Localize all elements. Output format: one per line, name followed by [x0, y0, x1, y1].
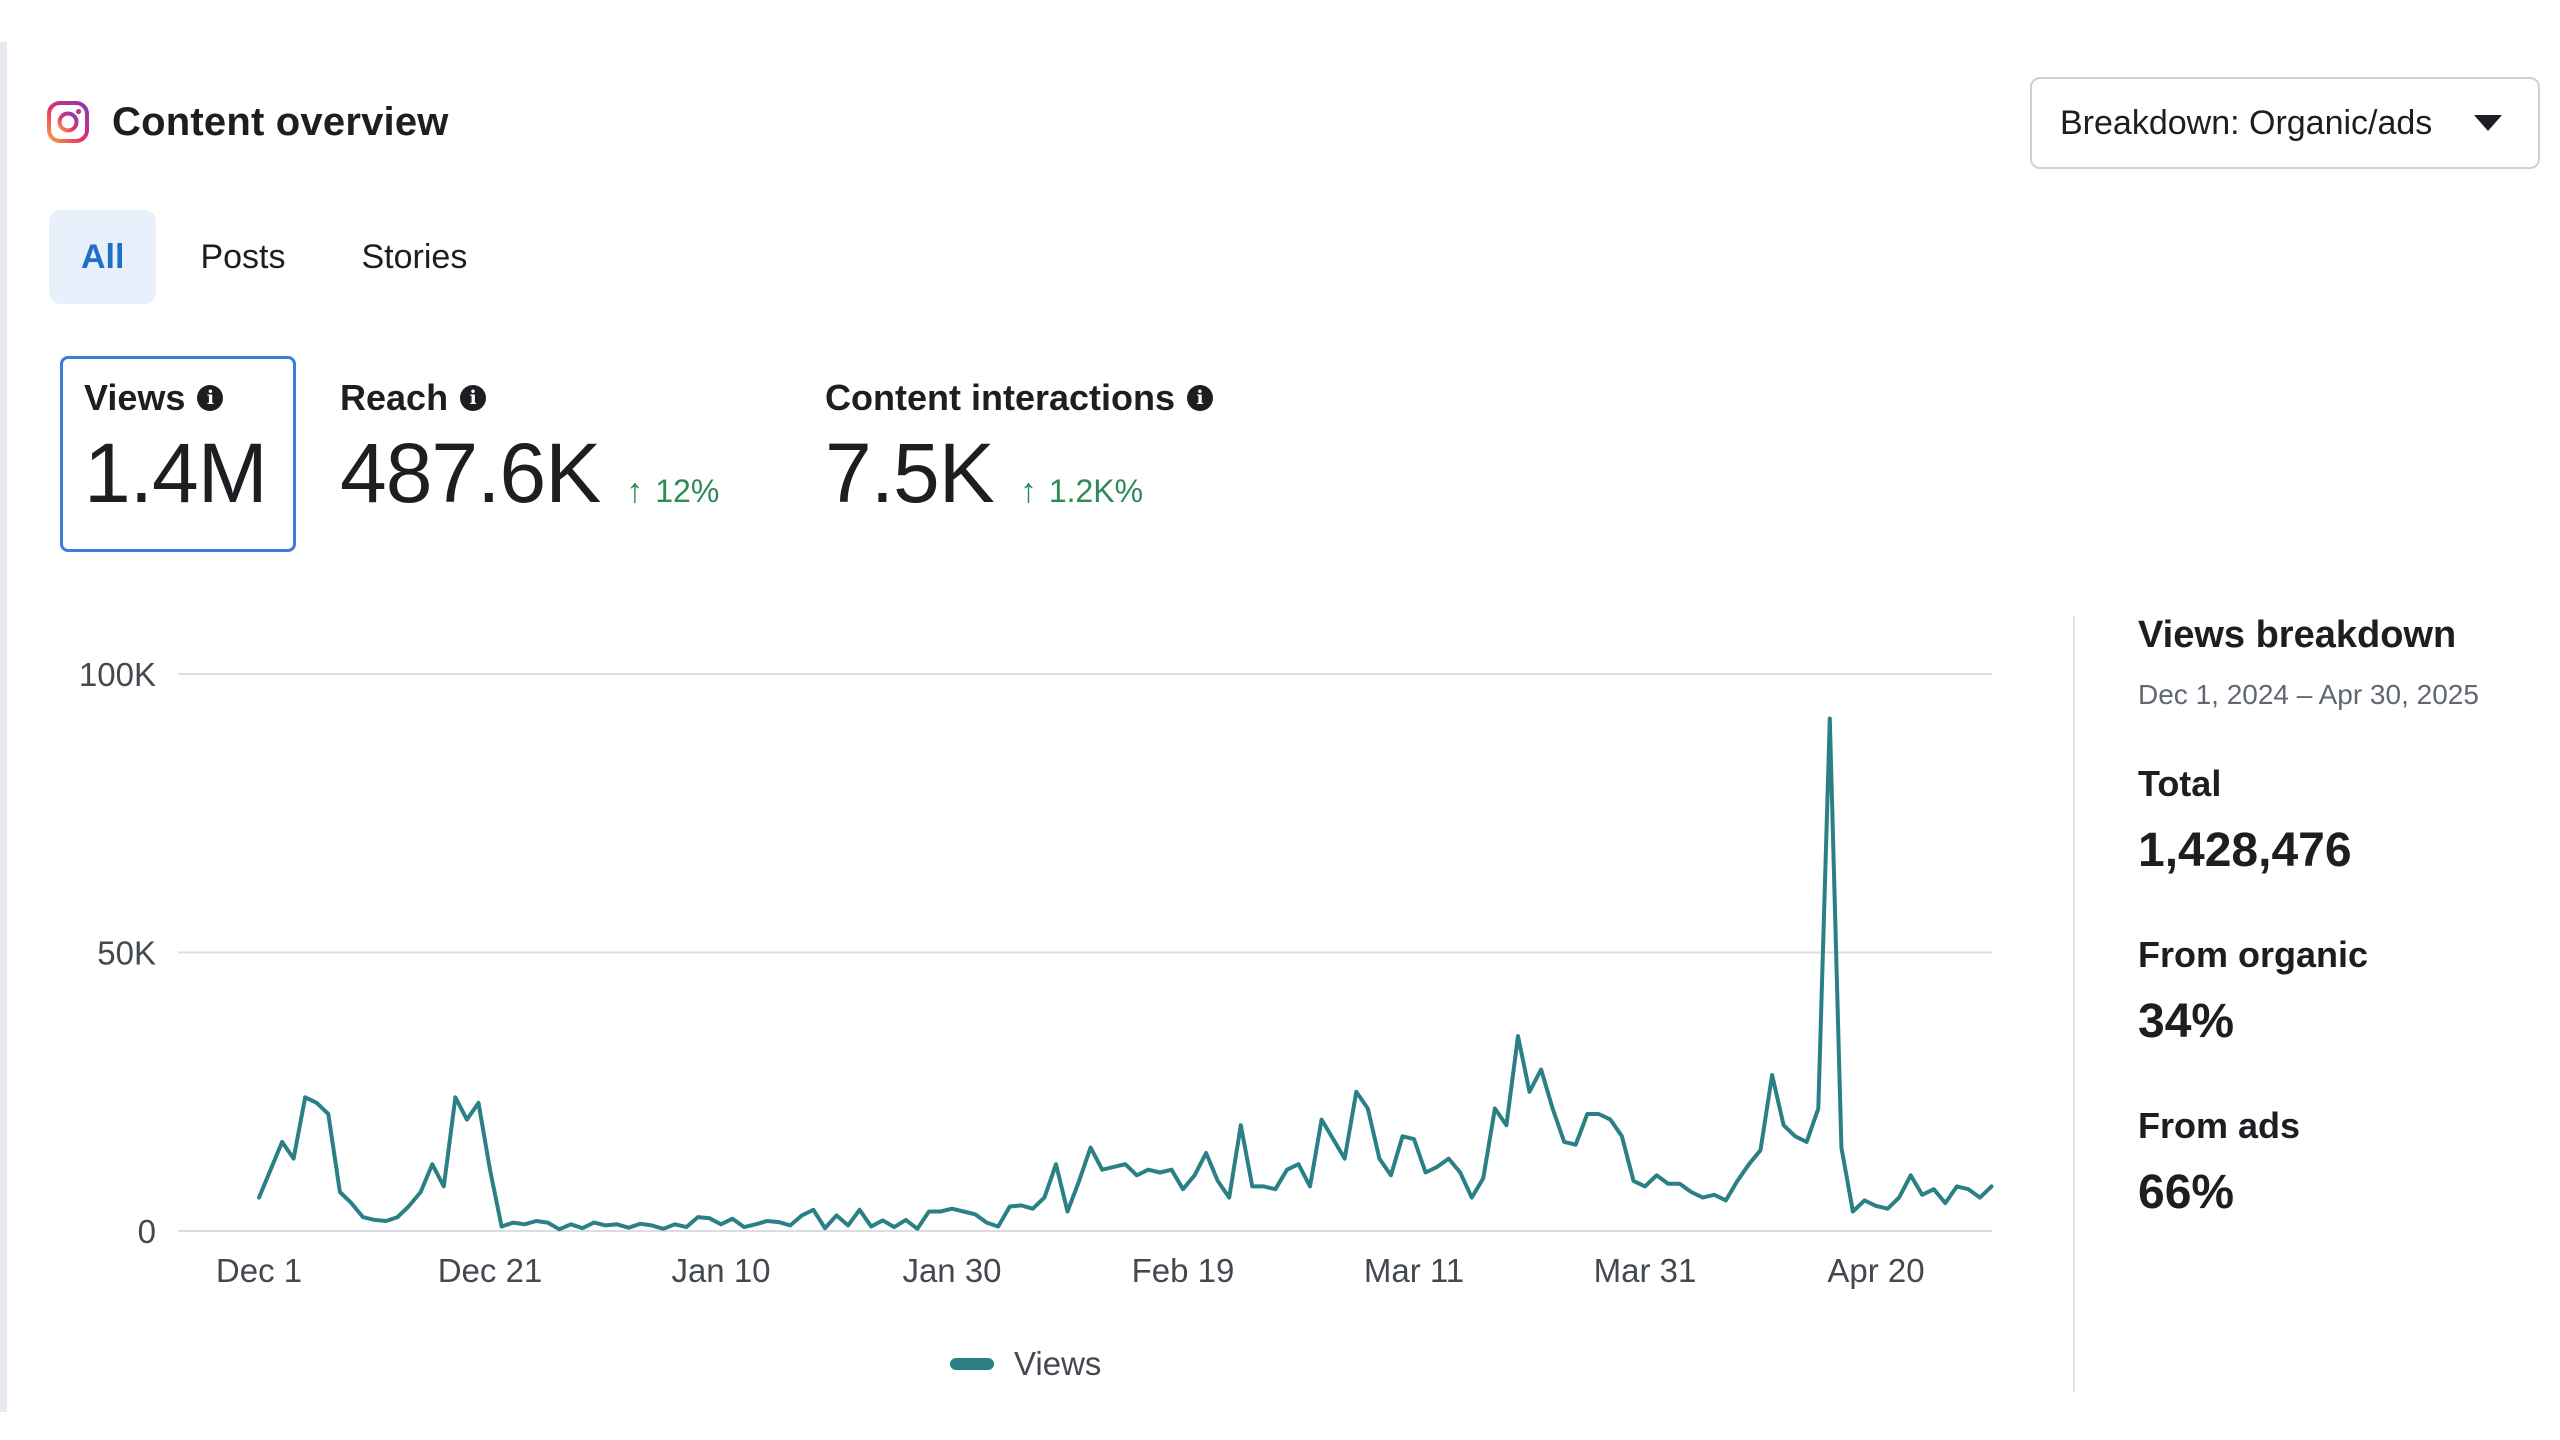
x-tick-label: Feb 19 — [1132, 1252, 1235, 1289]
metric-label-content-interactions: Content interactions i — [825, 377, 1345, 419]
metric-label-views: Views i — [84, 377, 293, 419]
info-icon[interactable]: i — [1187, 385, 1214, 411]
info-icon[interactable]: i — [460, 385, 487, 411]
tab-stories[interactable]: Stories — [361, 237, 468, 276]
metric-card-views[interactable]: Views i 1.4M — [60, 356, 296, 552]
vertical-divider — [2073, 616, 2075, 1392]
y-axis-tick-labels: 0 50K 100K — [79, 656, 156, 1250]
metric-delta-reach: ↑ 12% — [626, 472, 720, 510]
ads-label: From ads — [2138, 1105, 2301, 1146]
legend-swatch-views — [950, 1358, 994, 1370]
total-value: 1,428,476 — [2138, 824, 2352, 877]
views-line-chart[interactable]: 0 50K 100K Dec 1 Dec 21 Jan 10 Jan 30 Feb 19 Ma… — [0, 600, 2040, 1320]
instagram-icon — [47, 101, 89, 143]
chart-series — [257, 716, 1994, 1232]
arrow-up-icon: ↑ — [626, 472, 644, 510]
x-axis-tick-labels: Dec 1 Dec 21 Jan 10 Jan 30 Feb 19 Mar 11 Mar 3… — [216, 1252, 1925, 1289]
info-icon[interactable]: i — [197, 385, 224, 411]
breakdown-dropdown[interactable]: Breakdown: Organic/ads — [2030, 77, 2540, 169]
metric-card-content-interactions[interactable]: Content interactions i 7.5K ↑ 1.2K% — [825, 356, 1345, 552]
x-tick-label: Jan 30 — [902, 1252, 1001, 1289]
breakdown-date-range: Dec 1, 2024 – Apr 30, 2025 — [2138, 679, 2479, 710]
tab-all[interactable]: All — [49, 210, 157, 304]
y-tick-label: 100K — [79, 656, 156, 693]
arrow-up-icon: ↑ — [1019, 472, 1037, 510]
x-tick-label: Mar 11 — [1364, 1252, 1464, 1289]
organic-value: 34% — [2138, 995, 2235, 1048]
x-tick-label: Jan 10 — [671, 1252, 770, 1289]
chart-gridlines — [178, 673, 1992, 1232]
metric-value-content-interactions: 7.5K — [825, 426, 995, 520]
page-left-border — [0, 42, 7, 1412]
metric-value-reach: 487.6K — [340, 426, 601, 520]
x-tick-label: Apr 20 — [1827, 1252, 1924, 1289]
legend-label-views: Views — [1014, 1345, 1102, 1382]
ads-value: 66% — [2138, 1166, 2235, 1219]
x-tick-label: Mar 31 — [1594, 1252, 1697, 1289]
caret-down-icon — [2474, 115, 2502, 131]
content-overview-header: Content overview — [46, 92, 449, 152]
chart-legend[interactable]: Views — [950, 1345, 1101, 1383]
views-breakdown-panel: Views breakdown Dec 1, 2024 – Apr 30, 20… — [2138, 614, 2538, 1220]
y-tick-label: 50K — [97, 935, 156, 972]
metric-label-reach: Reach i — [340, 377, 780, 419]
content-tabs: All Posts Stories — [49, 210, 511, 304]
series-line-views[interactable] — [257, 716, 1994, 1232]
page-title: Content overview — [112, 99, 449, 144]
total-label: Total — [2138, 763, 2222, 804]
breakdown-title: Views breakdown — [2138, 614, 2457, 656]
x-tick-label: Dec 1 — [216, 1252, 302, 1289]
metric-value-views: 1.4M — [84, 426, 268, 520]
y-tick-label: 0 — [138, 1213, 156, 1250]
organic-label: From organic — [2138, 934, 2369, 975]
metric-delta-content-interactions: ↑ 1.2K% — [1019, 472, 1144, 510]
tab-posts[interactable]: Posts — [200, 237, 286, 276]
x-tick-label: Dec 21 — [438, 1252, 543, 1289]
metric-card-reach[interactable]: Reach i 487.6K ↑ 12% — [340, 356, 780, 552]
breakdown-dropdown-label: Breakdown: Organic/ads — [2060, 103, 2433, 142]
